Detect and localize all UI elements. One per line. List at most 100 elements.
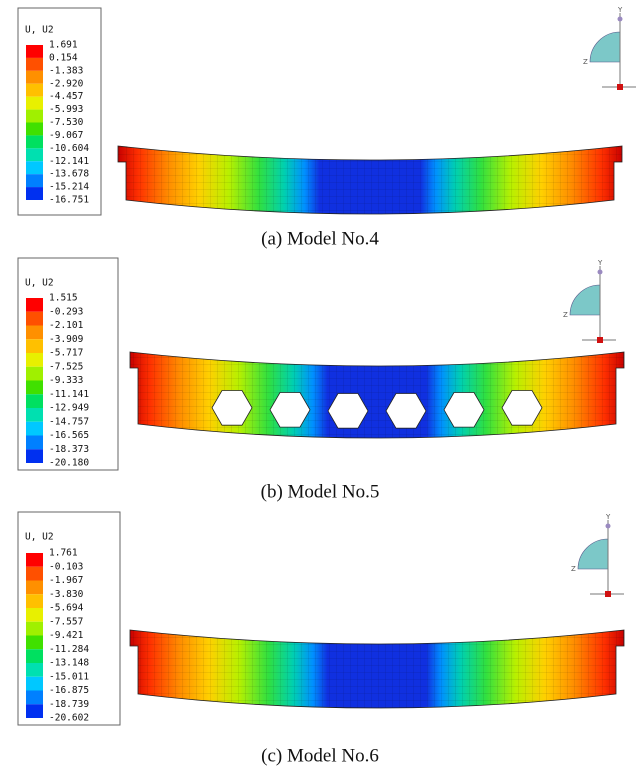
legend-value: -9.333 [49, 375, 83, 386]
legend-value: -3.909 [49, 334, 84, 345]
legend-title: U, U2 [25, 278, 54, 289]
legend-band [26, 381, 43, 395]
triad-dot [618, 17, 623, 22]
legend-band [26, 691, 43, 705]
legend-value: -1.383 [49, 65, 83, 76]
legend-value: -13.148 [49, 658, 89, 669]
legend-band [26, 408, 43, 422]
legend-band [26, 422, 43, 436]
legend-band [26, 187, 43, 200]
legend-band [26, 449, 43, 463]
legend-value: -2.101 [49, 320, 84, 331]
figure: U, U2 1.6910.154 -1.383 -2.920 -4.457 -5.993 -… [0, 0, 639, 775]
legend-value: -10.604 [49, 143, 89, 154]
legend-value: -20.602 [49, 713, 89, 724]
legend-band [26, 339, 43, 353]
legend-value: -9.067 [49, 130, 83, 141]
beam-mesh [118, 146, 622, 214]
legend-band [26, 436, 43, 450]
legend-band [26, 594, 43, 608]
legend-band [26, 123, 43, 136]
legend-value: -3.830 [49, 589, 84, 600]
legend-title: U, U2 [25, 532, 54, 543]
legend-value: 1.761 [49, 548, 78, 559]
legend-value: -12.949 [49, 403, 89, 414]
legend-band [26, 161, 43, 174]
legend-band [26, 394, 43, 408]
legend-value: -1.967 [49, 575, 83, 586]
caption: (b) Model No.5 [261, 481, 380, 502]
triad-z-label: Z [583, 58, 588, 66]
legend-value: -11.284 [49, 644, 89, 655]
triad-origin [605, 591, 611, 597]
legend-band [26, 135, 43, 148]
triad-dot [598, 270, 603, 275]
legend-band [26, 174, 43, 187]
legend-band [26, 312, 43, 326]
legend-band [26, 353, 43, 367]
panel: U, U2 1.515 -0.293 -2.101 -3.909 -5.717 -7.525… [18, 258, 624, 502]
legend-value: -2.920 [49, 78, 84, 89]
triad-quadrant [590, 32, 620, 62]
beam-mesh [130, 352, 624, 438]
legend-band [26, 581, 43, 595]
triad-quadrant [570, 285, 600, 315]
legend-band [26, 71, 43, 84]
legend-band [26, 326, 43, 340]
beam-mesh [130, 630, 624, 708]
legend-band [26, 84, 43, 97]
triad-y-label: Y [605, 513, 611, 521]
legend-band [26, 622, 43, 636]
legend-value: -16.565 [49, 430, 89, 441]
legend-value: -9.421 [49, 630, 84, 641]
caption: (c) Model No.6 [261, 745, 379, 766]
triad-quadrant [578, 539, 608, 569]
legend-value: 1.691 [49, 40, 78, 51]
legend-value: -0.293 [49, 306, 83, 317]
legend-value: -7.525 [49, 361, 83, 372]
legend-band [26, 110, 43, 123]
legend-value: 1.515 [49, 293, 78, 304]
legend-band [26, 677, 43, 691]
legend-value: -12.141 [49, 156, 89, 167]
legend-band [26, 553, 43, 567]
panel: U, U2 1.761 -0.103 -1.967 -3.830 -5.694 -7.557… [18, 512, 624, 766]
legend-band [26, 58, 43, 71]
legend-band [26, 704, 43, 718]
legend-value: -0.103 [49, 561, 83, 572]
legend-value: -18.373 [49, 444, 89, 455]
triad-z-label: Z [571, 565, 576, 573]
triad-z-label: Z [563, 311, 568, 319]
triad-dot [606, 524, 611, 529]
legend-value: -7.557 [49, 616, 83, 627]
triad-y-label: Y [597, 259, 603, 267]
legend-title: U, U2 [25, 25, 54, 36]
legend-value: -16.751 [49, 195, 89, 206]
legend-value: -4.457 [49, 91, 83, 102]
legend-value: -16.875 [49, 685, 89, 696]
legend-band [26, 97, 43, 110]
triad-origin [617, 84, 623, 90]
legend-band [26, 148, 43, 161]
legend-band [26, 567, 43, 581]
legend-value: -5.717 [49, 348, 83, 359]
legend-value: -11.141 [49, 389, 89, 400]
legend-value: -13.678 [49, 169, 89, 180]
legend-value: 0.154 [49, 52, 78, 63]
legend-value: -14.757 [49, 416, 89, 427]
legend-value: -15.214 [49, 182, 89, 193]
legend-value: -18.739 [49, 699, 89, 710]
legend-value: -20.180 [49, 458, 89, 469]
legend-value: -5.993 [49, 104, 83, 115]
legend-band [26, 608, 43, 622]
legend-value: -5.694 [49, 603, 84, 614]
legend-value: -7.530 [49, 117, 84, 128]
legend-band [26, 663, 43, 677]
caption: (a) Model No.4 [261, 228, 379, 249]
legend-value: -15.011 [49, 671, 89, 682]
legend-band [26, 298, 43, 312]
triad-y-label: Y [617, 6, 623, 14]
legend-band [26, 649, 43, 663]
triad-origin [597, 337, 603, 343]
